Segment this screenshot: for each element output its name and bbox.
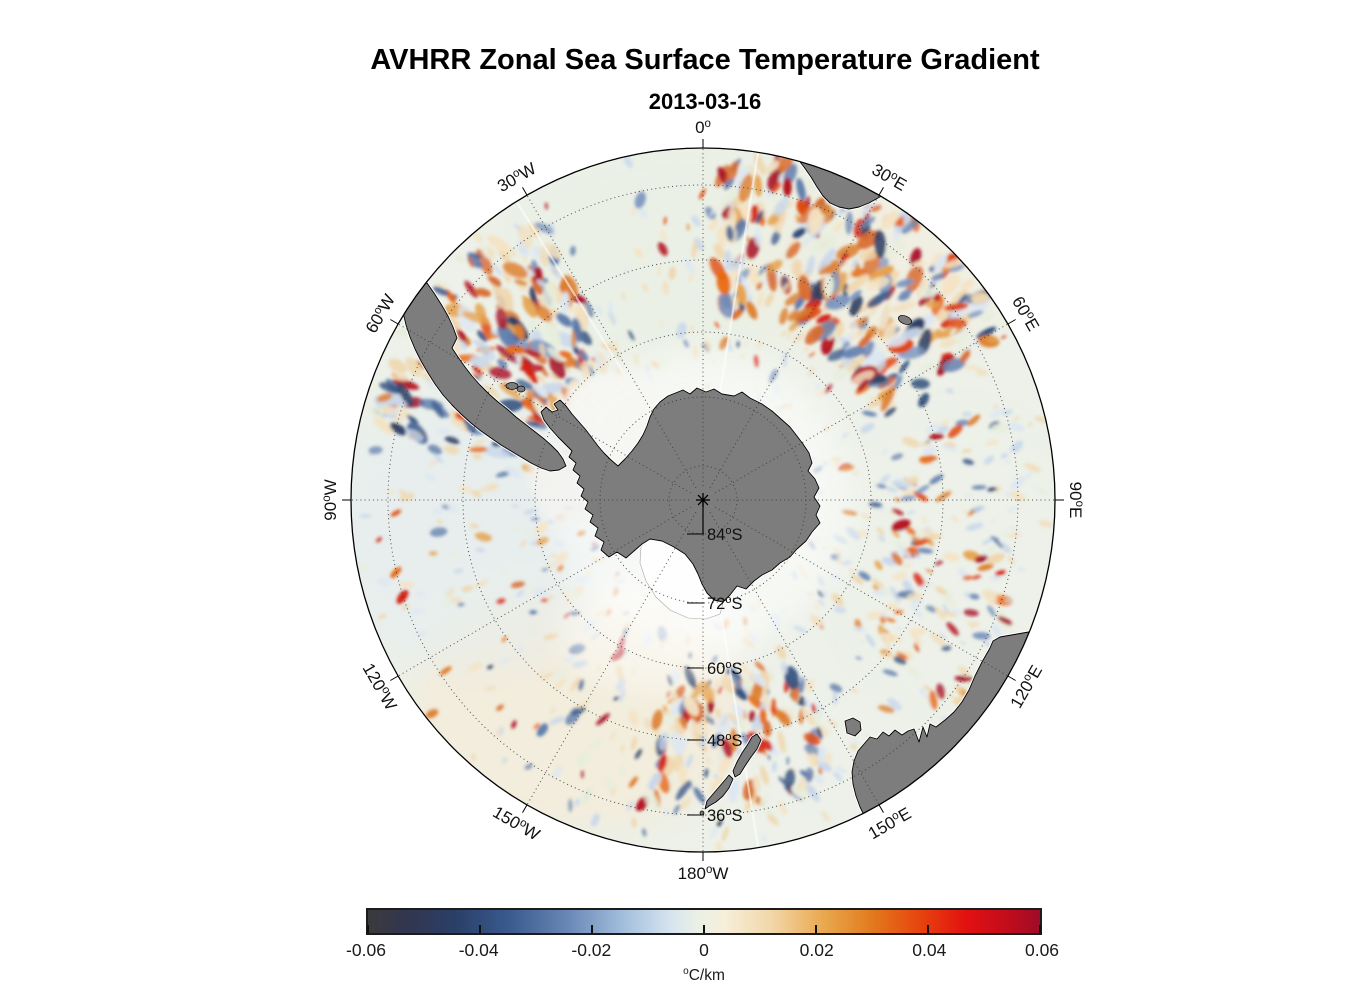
gridline-meridian-150E (709, 511, 880, 806)
gridline-meridian-30W (526, 194, 697, 489)
gridline-parallel-60S (534, 331, 872, 669)
longitude-label-180W: 180oW (678, 864, 729, 883)
small-islands (505, 315, 913, 816)
gridline-meridian-120E (714, 506, 1009, 677)
longitude-label-120E: 120oE (1007, 662, 1047, 711)
longitude-label-30W: 30oW (494, 159, 539, 196)
colorbar-tick--0.04 (479, 925, 481, 933)
land-antarctica (540, 387, 821, 603)
colorbar-tick-labels: -0.06 -0.04 -0.02 0 0.02 0.04 0.06 (346, 940, 1059, 962)
colorbar-tick-0.02 (815, 925, 817, 933)
colorbar-tick-label-0.04: 0.04 (912, 940, 947, 960)
figure-title: AVHRR Zonal Sea Surface Temperature Grad… (370, 44, 1040, 76)
gridline-meridian-30E (709, 194, 880, 489)
longitude-label-60W: 60oW (362, 291, 399, 336)
colorbar-gradient (366, 908, 1042, 935)
latitude-label-84S: 84oS (707, 525, 743, 544)
colorbar-tick-label--0.06: -0.06 (346, 940, 386, 960)
colorbar-tick--0.02 (591, 925, 593, 933)
longitude-label-90E: 90oE (1066, 482, 1085, 519)
latitude-label-60S: 60oS (707, 659, 743, 678)
land-new-zealand-north (732, 733, 762, 778)
map-disc (351, 148, 1055, 852)
colorbar-tick-0.04 (927, 925, 929, 933)
longitude-label-90W: 90oW (321, 479, 340, 520)
colorbar-unit-degree: o (683, 966, 689, 977)
latitude-label-36S: 36oS (707, 806, 743, 825)
colorbar-tick-0.06 (1039, 925, 1041, 933)
longitude-label-150E: 150oE (865, 804, 914, 844)
longitude-label-30E: 30oE (869, 160, 910, 195)
land-new-zealand-south (704, 774, 734, 810)
latitude-label-72S: 72oS (707, 594, 743, 613)
gridline-parallel-84S (668, 465, 738, 535)
gridline-meridian-120W (397, 506, 692, 677)
colorbar-tick-0 (703, 925, 705, 933)
colorbar-tick--0.06 (367, 925, 369, 933)
colorbar-tick-label-0.06: 0.06 (1024, 940, 1060, 960)
land-south-america (401, 282, 567, 472)
colorbar-unit: oC/km (366, 966, 1042, 985)
colorbar-tick-label--0.02: -0.02 (571, 940, 612, 960)
longitude-label-60E: 60oE (1008, 293, 1043, 334)
longitude-label-0: 0o (695, 118, 711, 137)
graticule (351, 148, 1055, 852)
figure-subtitle: 2013-03-16 (648, 89, 762, 114)
latitude-label-48S: 48oS (707, 731, 743, 750)
south-pole-marker (696, 493, 710, 534)
gridline-meridian-60E (714, 323, 1009, 494)
land-tasmania (844, 717, 862, 737)
gridline-parallel-36S (387, 184, 1019, 816)
colorbar-tick-label--0.04: -0.04 (458, 940, 499, 960)
gridline-parallel-72S (599, 396, 807, 604)
colorbar-unit-text: C/km (688, 967, 725, 985)
colorbar-tick-label-0.02: 0.02 (799, 940, 834, 960)
latitude-labels: 84oS 72oS 60oS 48oS 36oS (687, 525, 743, 825)
gridline-meridian-150W (526, 511, 697, 806)
colorbar-tick-label-0: 0 (699, 940, 709, 960)
gridline-parallel-48S (462, 259, 944, 741)
gridline-meridian-60W (397, 323, 692, 494)
